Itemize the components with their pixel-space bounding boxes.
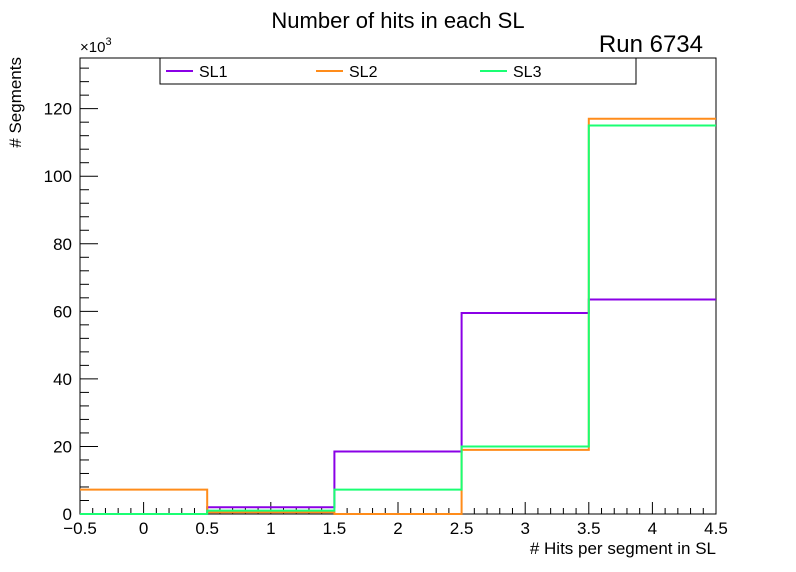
x-tick-label: 3.5: [577, 519, 601, 538]
x-tick-label: 3: [520, 519, 529, 538]
series-group: [80, 117, 716, 515]
y-tick-label: 80: [53, 235, 72, 254]
y-tick-label: 40: [53, 370, 72, 389]
y-tick-label: 60: [53, 302, 72, 321]
chart-title: Number of hits in each SL: [271, 8, 524, 33]
x-tick-label: 4.5: [704, 519, 728, 538]
y-tick-label: 20: [53, 437, 72, 456]
y-axis-label: # Segments: [6, 57, 25, 148]
x-tick-label: −0.5: [63, 519, 97, 538]
y-tick-label: 120: [44, 100, 72, 119]
y-multiplier: ×103: [80, 36, 112, 56]
legend: SL1 SL2 SL3: [159, 57, 637, 85]
series-line-sl2: [80, 117, 716, 515]
axis-ticks: [79, 67, 717, 515]
legend-box: [159, 57, 637, 85]
x-tick-label: 2.5: [450, 519, 474, 538]
series-line-sl3: [80, 124, 716, 515]
x-tick-label: 2: [393, 519, 402, 538]
legend-label-sl2: SL2: [349, 64, 378, 81]
y-tick-label: 100: [44, 167, 72, 186]
y-multiplier-exp: 3: [105, 36, 111, 48]
x-tick-label: 1.5: [323, 519, 347, 538]
y-tick-label: 0: [63, 505, 72, 524]
x-tick-label: 0.5: [195, 519, 219, 538]
y-multiplier-base: ×10: [80, 39, 105, 56]
legend-label-sl1: SL1: [199, 64, 228, 81]
x-tick-label: 4: [648, 519, 657, 538]
run-annotation: Run 6734: [599, 31, 703, 58]
series-line-sl1: [80, 298, 716, 515]
x-axis-label: # Hits per segment in SL: [530, 539, 716, 558]
x-tick-label: 0: [139, 519, 148, 538]
legend-label-sl3: SL3: [513, 64, 542, 81]
x-tick-label: 1: [266, 519, 275, 538]
